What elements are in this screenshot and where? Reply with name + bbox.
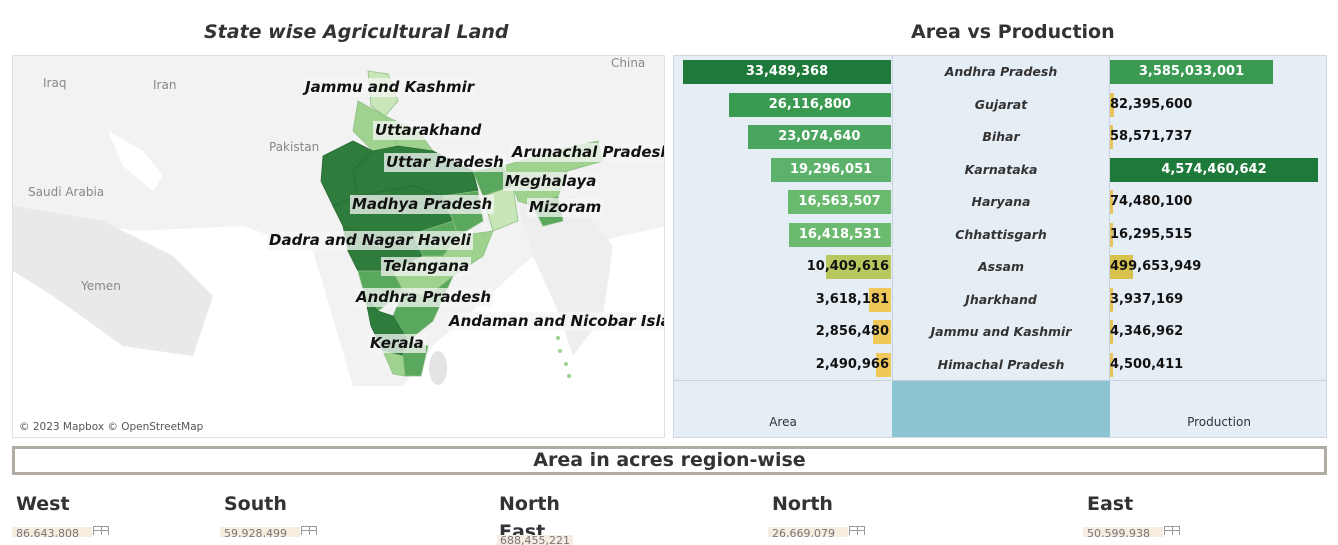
map-label-madhya-pradesh: Madhya Pradesh — [350, 195, 495, 214]
production-value-label: 3,937,169 — [1110, 291, 1184, 307]
production-bar[interactable] — [1110, 125, 1113, 149]
table-icon[interactable] — [849, 526, 865, 535]
area-value-label: 23,074,640 — [778, 129, 861, 144]
production-bar[interactable] — [1110, 60, 1273, 84]
state-axis-footer — [892, 381, 1110, 437]
map-label-arunachal-pradesh: Arunachal Pradesh — [510, 143, 664, 162]
area-bar[interactable] — [868, 287, 891, 312]
map-title: State wise Agricultural Land — [204, 21, 509, 43]
state-label: Himachal Pradesh — [937, 356, 1065, 372]
area-bar[interactable] — [771, 157, 891, 182]
state-label: Andhra Pradesh — [944, 64, 1058, 79]
production-value-label: 74,480,100 — [1110, 194, 1193, 209]
country-label-yemen: Yemen — [81, 279, 121, 293]
area-value-label: 16,418,531 — [798, 226, 882, 242]
map-label-dadra-and-nagar-haveli: Dadra and Nagar Haveli — [267, 231, 473, 250]
area-vs-production-chart[interactable]: Area Production 33,489,368 Andhra Pradesh… — [673, 55, 1327, 438]
map-label-jammu-and-kashmir: Jammu and Kashmir — [303, 78, 477, 97]
region-title: Area in acres region-wise — [533, 449, 806, 471]
production-bar[interactable] — [1110, 190, 1114, 214]
map-label-uttar-pradesh: Uttar Pradesh — [384, 153, 506, 172]
area-value-label: 3,618,181 — [815, 291, 889, 307]
map-label-kerala: Kerala — [368, 334, 426, 353]
region-title-box: Area in acres region-wise — [12, 446, 1327, 475]
production-bar[interactable] — [1110, 157, 1318, 182]
state-label: Jammu and Kashmir — [930, 324, 1072, 339]
region-west-value[interactable]: 86,643,808 — [12, 527, 92, 537]
column-divider-left — [892, 56, 893, 437]
state-label: Haryana — [971, 194, 1031, 209]
map-label-telangana: Telangana — [381, 257, 472, 276]
production-value-label: 3,585,033,001 — [1138, 64, 1245, 79]
region-south-value[interactable]: 59,928,499 — [220, 527, 300, 537]
area-bar[interactable] — [873, 320, 891, 344]
state-label: Gujarat — [974, 96, 1028, 112]
region-east: East — [1087, 493, 1134, 515]
area-value-label: 16,563,507 — [798, 194, 881, 209]
country-label-china: China — [611, 56, 646, 70]
region-north-value[interactable]: 26,669,079 — [768, 527, 848, 537]
production-bar[interactable] — [1110, 352, 1113, 377]
region-north: North — [772, 493, 833, 515]
map-label-mizoram: Mizoram — [527, 198, 604, 217]
country-label-pakistan: Pakistan — [269, 140, 320, 154]
state-label: Assam — [977, 259, 1024, 274]
india-map[interactable]: Iraq Iran Pakistan China Saudi Arabia Ye… — [12, 55, 665, 438]
area-bar[interactable] — [826, 255, 891, 279]
production-value-label: 58,571,737 — [1110, 129, 1193, 144]
country-label-iraq: Iraq — [43, 76, 67, 90]
production-bar[interactable] — [1110, 222, 1113, 247]
production-bar[interactable] — [1110, 92, 1114, 117]
production-value-label: 4,500,411 — [1110, 356, 1184, 372]
map-label-uttarakhand: Uttarakhand — [373, 121, 484, 140]
state-label: Chhattisgarh — [955, 226, 1047, 242]
area-value-label: 26,116,800 — [768, 96, 851, 112]
area-value-label: 10,409,616 — [806, 259, 889, 274]
state-label: Jharkhand — [965, 291, 1037, 307]
production-value-label: 4,346,962 — [1110, 324, 1184, 339]
production-axis-label: Production — [1187, 415, 1251, 429]
production-value-label: 16,295,515 — [1110, 226, 1193, 242]
map-label-andaman-and-nicobar-island: Andaman and Nicobar Island — [447, 312, 664, 331]
region-north-east-value[interactable]: 688,455,221 — [497, 535, 573, 545]
table-icon[interactable] — [301, 526, 317, 535]
area-vs-production-title: Area vs Production — [911, 21, 1115, 43]
country-label-iran: Iran — [153, 78, 177, 92]
state-label: Bihar — [982, 129, 1020, 144]
production-value-label: 499,653,949 — [1110, 259, 1202, 274]
region-west: West — [16, 493, 70, 515]
production-bar[interactable] — [1110, 287, 1113, 312]
map-attribution[interactable]: © 2023 Mapbox © OpenStreetMap — [19, 421, 204, 433]
production-value-label: 4,574,460,642 — [1161, 161, 1267, 177]
region-south: South — [224, 493, 287, 515]
map-label-meghalaya: Meghalaya — [503, 172, 599, 191]
area-bar[interactable] — [728, 92, 891, 117]
table-icon[interactable] — [1164, 526, 1180, 535]
country-label-saudi-arabia: Saudi Arabia — [28, 185, 105, 199]
map-label-andhra-pradesh: Andhra Pradesh — [354, 288, 494, 307]
region-east-value[interactable]: 50,599,938 — [1083, 527, 1163, 537]
area-value-label: 33,489,368 — [745, 64, 829, 79]
area-bar[interactable] — [788, 190, 891, 214]
state-label: Karnataka — [964, 161, 1038, 177]
table-icon[interactable] — [93, 526, 109, 535]
column-divider-right — [1109, 56, 1110, 437]
axis-divider — [674, 380, 1326, 381]
area-value-label: 2,856,480 — [815, 324, 889, 339]
area-bar[interactable] — [875, 352, 891, 377]
area-axis-label: Area — [769, 415, 797, 429]
production-bar[interactable] — [1110, 320, 1113, 344]
area-bar[interactable] — [789, 222, 891, 247]
area-bar[interactable] — [683, 60, 891, 84]
area-value-label: 19,296,051 — [789, 161, 873, 177]
production-value-label: 82,395,600 — [1110, 96, 1193, 112]
area-value-label: 2,490,966 — [815, 356, 889, 372]
production-bar[interactable] — [1110, 255, 1133, 279]
area-bar[interactable] — [747, 125, 891, 149]
